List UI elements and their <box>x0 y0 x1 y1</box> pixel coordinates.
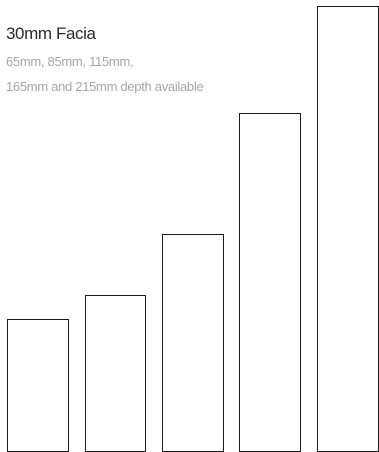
facia-profile-65mm <box>7 319 69 452</box>
facia-profile-215mm <box>317 6 379 452</box>
depth-options-line-2: 165mm and 215mm depth available <box>6 79 204 94</box>
facia-profile-115mm <box>162 234 224 452</box>
depth-options-line-1: 65mm, 85mm, 115mm, <box>6 54 134 69</box>
page-title: 30mm Facia <box>6 24 96 43</box>
facia-profile-85mm <box>85 295 146 452</box>
facia-profile-165mm <box>239 113 301 452</box>
